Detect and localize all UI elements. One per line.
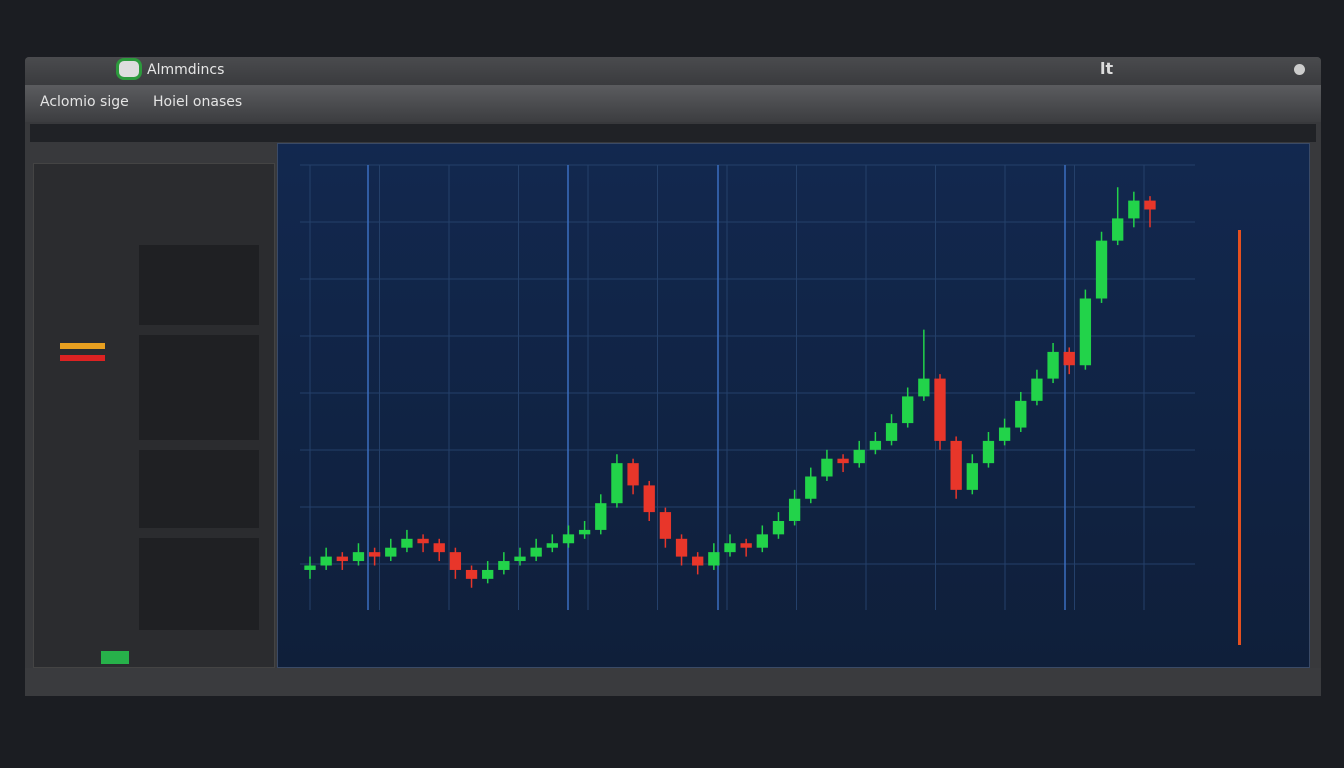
candle-body (498, 561, 510, 570)
candle-body (1144, 200, 1156, 210)
app-icon[interactable] (116, 58, 142, 80)
side-box (139, 245, 259, 325)
candle-body (1112, 218, 1124, 241)
close-button[interactable] (1294, 64, 1305, 75)
status-bar (25, 668, 1321, 696)
candle-body (514, 556, 526, 562)
right-strip (1238, 230, 1241, 645)
candle-body (934, 378, 946, 441)
candle-body (902, 396, 914, 424)
candle-body (546, 543, 558, 548)
candle-body (1047, 351, 1059, 379)
tab[interactable]: Hoiel onases (153, 94, 243, 110)
indicator (60, 355, 105, 361)
candle-body (1015, 400, 1027, 428)
toolbar (25, 85, 1321, 122)
candle-body (449, 552, 462, 570)
candle-body (417, 538, 429, 544)
green-button[interactable] (101, 651, 129, 664)
candle-body (352, 552, 365, 562)
candle-body (708, 552, 720, 566)
candle-body (982, 440, 995, 464)
candle-body (756, 534, 768, 548)
candle-body (740, 543, 752, 548)
candle-body (482, 569, 494, 579)
candle-body (724, 543, 736, 553)
candle-body (433, 543, 445, 553)
candle-body (821, 458, 833, 477)
candle-body (368, 552, 381, 557)
corner-label: lt (1100, 59, 1114, 78)
candle-body (578, 529, 591, 535)
candle-body (837, 458, 849, 464)
strip (30, 124, 1316, 142)
candle-body (659, 512, 672, 539)
candle-body (611, 463, 623, 504)
candle-body (1128, 200, 1140, 219)
candle-body (692, 556, 704, 566)
candle-body (385, 547, 397, 557)
candle-body (1095, 240, 1108, 299)
candle-body (1063, 351, 1075, 366)
candle-body (562, 534, 575, 544)
candle-body (320, 556, 332, 566)
candle-body (465, 569, 478, 579)
candle-body (869, 440, 882, 450)
indicator (60, 343, 105, 349)
candle-body (853, 449, 865, 464)
candle-body (950, 440, 962, 490)
candle-body (530, 547, 542, 557)
candle-body (675, 538, 688, 557)
candle-body (805, 476, 817, 499)
candle-body (595, 503, 607, 530)
candle-body (401, 538, 413, 548)
side-box (139, 538, 259, 630)
candle-body (1031, 378, 1043, 401)
candle-body (918, 378, 930, 397)
tab[interactable]: Aclomio sige (40, 94, 129, 110)
candle-body (998, 427, 1011, 441)
candle-body (1079, 298, 1092, 366)
candle-body (336, 556, 348, 562)
window-title: Almmdincs (147, 62, 225, 78)
side-box (139, 335, 259, 440)
candle-body (788, 498, 801, 521)
candle-body (885, 423, 898, 441)
candle-body (627, 463, 639, 486)
side-box (139, 450, 259, 528)
candle-body (643, 485, 655, 513)
title-bar (25, 57, 1321, 85)
candle-body (966, 463, 978, 490)
candle-body (304, 565, 316, 570)
candle-body (772, 521, 785, 535)
